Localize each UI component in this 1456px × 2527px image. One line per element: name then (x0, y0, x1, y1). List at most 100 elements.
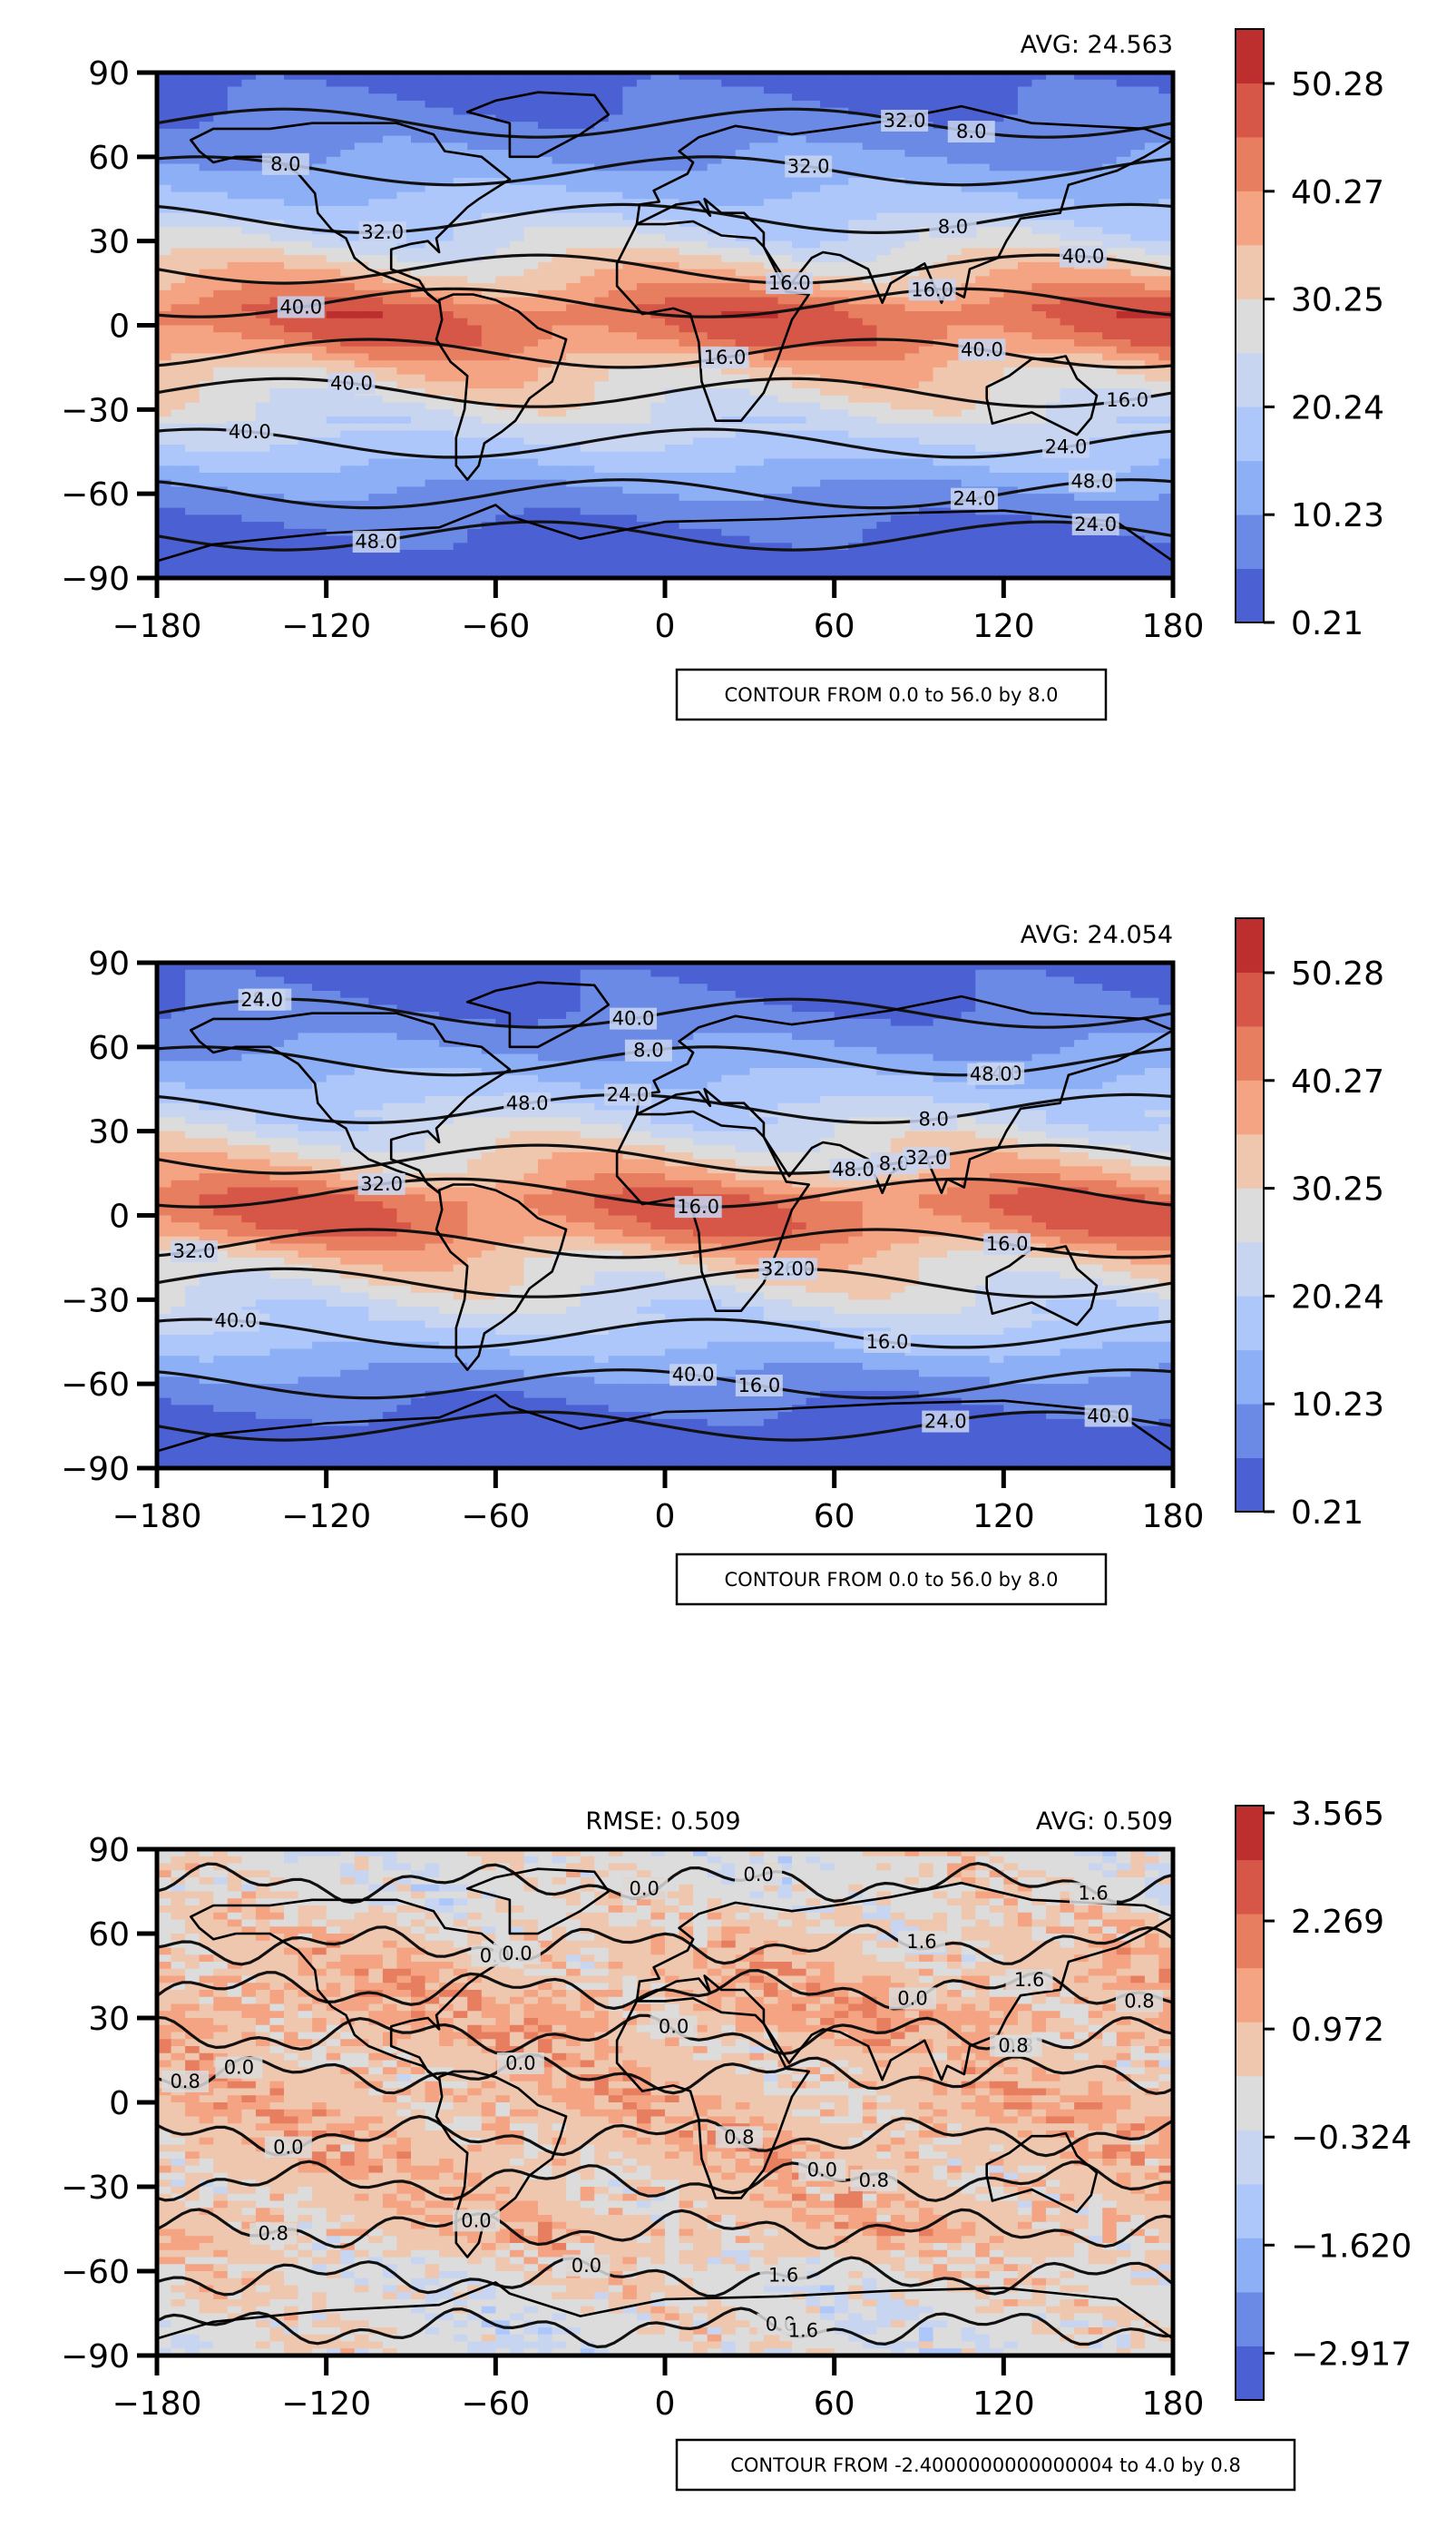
field-cell (298, 514, 313, 523)
field-cell (707, 191, 722, 200)
field-cell (665, 73, 680, 81)
field-cell (1144, 311, 1160, 319)
field-cell (1074, 212, 1090, 221)
field-cell (1102, 156, 1118, 165)
field-cell (566, 100, 581, 109)
field-cell (1130, 465, 1146, 474)
field-cell (834, 86, 849, 94)
field-cell (509, 535, 525, 544)
field-cell (1003, 199, 1019, 207)
field-cell (707, 86, 722, 94)
field-cell (1060, 114, 1075, 122)
field-cell (735, 332, 750, 340)
field-cell (650, 550, 666, 558)
field-cell (1158, 437, 1173, 446)
field-cell (538, 437, 553, 446)
field-cell (467, 79, 483, 88)
field-cell (411, 507, 426, 515)
field-cell (1046, 178, 1061, 186)
field-cell (171, 289, 186, 299)
field-cell (1003, 388, 1019, 397)
field-cell (495, 191, 511, 200)
field-cell (622, 318, 638, 327)
field-cell (806, 346, 821, 355)
field-cell (876, 388, 892, 397)
field-cell (919, 304, 934, 312)
field-cell (495, 486, 511, 495)
field-cell (425, 409, 440, 417)
field-cell (481, 261, 496, 270)
field-cell (636, 451, 652, 460)
field-cell (749, 79, 765, 88)
field-cell (1088, 178, 1103, 186)
field-cell (241, 318, 257, 327)
field-cell (792, 332, 807, 340)
field-cell (439, 191, 454, 200)
field-cell (848, 220, 864, 228)
field-cell (1088, 500, 1103, 509)
field-cell (1088, 311, 1103, 319)
field-cell (495, 409, 511, 417)
field-cell (199, 388, 214, 397)
field-cell (820, 220, 835, 228)
field-cell (495, 494, 511, 502)
field-cell (326, 255, 341, 263)
field-cell (777, 73, 793, 81)
field-cell (890, 150, 906, 158)
field-cell (806, 73, 821, 81)
field-cell (580, 550, 595, 558)
field-cell (171, 514, 186, 523)
field-cell (1017, 283, 1033, 291)
field-cell (269, 543, 285, 551)
field-cell (523, 184, 539, 193)
field-cell (1130, 458, 1146, 466)
field-cell (1003, 445, 1019, 453)
field-cell (382, 156, 398, 165)
field-cell (213, 494, 229, 502)
field-cell (566, 73, 581, 81)
field-cell (227, 486, 242, 495)
field-cell (396, 514, 412, 523)
field-cell (834, 100, 849, 109)
field-cell (411, 388, 426, 397)
field-cell (1158, 212, 1173, 221)
field-cell (284, 93, 299, 102)
field-cell (636, 543, 652, 551)
field-cell (1060, 522, 1075, 530)
field-cell (989, 535, 1004, 544)
field-cell (523, 416, 539, 425)
field-cell (1130, 367, 1146, 376)
field-cell (919, 360, 934, 368)
field-cell (312, 514, 327, 523)
field-cell (439, 205, 454, 214)
field-cell (636, 269, 652, 277)
field-cell (862, 178, 877, 186)
field-cell (354, 171, 369, 179)
field-cell (777, 472, 793, 481)
field-cell (439, 528, 454, 537)
field-cell (904, 163, 920, 171)
field-cell (1046, 212, 1061, 221)
field-cell (1088, 353, 1103, 361)
field-cell (1046, 318, 1061, 327)
field-cell (396, 318, 412, 327)
field-cell (157, 500, 172, 509)
field-cell (312, 430, 327, 438)
field-cell (312, 79, 327, 88)
field-cell (241, 289, 257, 299)
field-cell (862, 156, 877, 165)
field-cell (1158, 73, 1173, 81)
field-cell (509, 128, 525, 137)
field-cell (1130, 240, 1146, 250)
field-cell (820, 289, 835, 299)
field-cell (552, 255, 567, 263)
field-cell (411, 73, 426, 81)
field-cell (1003, 472, 1019, 481)
field-cell (1116, 289, 1131, 299)
field-cell (749, 550, 765, 558)
field-cell (298, 212, 313, 221)
field-cell (354, 269, 369, 277)
field-cell (509, 556, 525, 565)
field-cell (820, 191, 835, 200)
field-cell (792, 494, 807, 502)
